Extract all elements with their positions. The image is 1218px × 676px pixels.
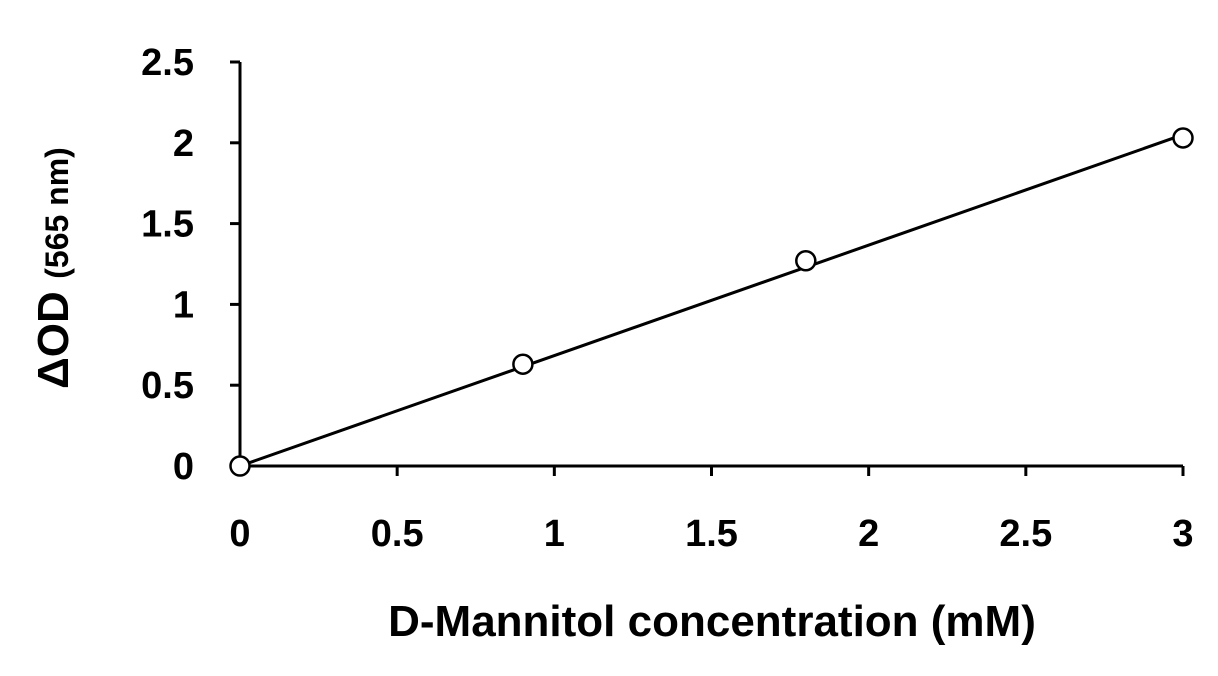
y-tick-label: 0.5 [141, 365, 194, 407]
x-tick-label: 2 [858, 513, 879, 555]
y-tick-label: 2 [173, 123, 194, 165]
data-point [1172, 127, 1194, 149]
data-point [795, 250, 817, 272]
y-axis-title-main: ΔOD [29, 291, 78, 389]
y-axis-title: ΔOD (565 nm) [29, 147, 78, 389]
y-tick-label: 2.5 [141, 42, 194, 84]
series-fit-line [239, 133, 1184, 468]
x-tick-label: 0.5 [371, 513, 424, 555]
y-tick-label: 0 [173, 446, 194, 488]
x-tick-label: 1.5 [685, 513, 738, 555]
y-axis-ticks: 0 0.5 1 1.5 2 2.5 [141, 42, 240, 488]
x-tick-label: 2.5 [999, 513, 1052, 555]
x-axis-title: D-Mannitol concentration (mM) [388, 597, 1036, 646]
axes [238, 62, 1183, 468]
x-tick-label: 1 [544, 513, 565, 555]
y-tick-label: 1 [173, 284, 194, 326]
y-tick-label: 1.5 [141, 204, 194, 246]
x-tick-label: 3 [1172, 513, 1193, 555]
y-axis-title-unit: (565 nm) [39, 147, 75, 279]
x-axis-ticks: 0 0.5 1 1.5 2 2.5 3 [229, 466, 1194, 555]
data-point [512, 353, 534, 375]
series-layer [229, 127, 1194, 477]
x-tick-label: 0 [229, 513, 250, 555]
data-point [229, 455, 251, 477]
